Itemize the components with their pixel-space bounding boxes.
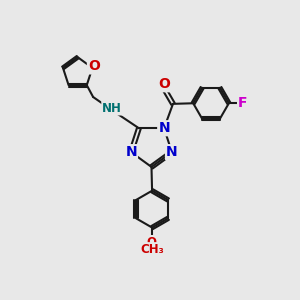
- Text: O: O: [88, 59, 100, 74]
- Text: O: O: [146, 236, 157, 249]
- Text: NH: NH: [102, 101, 122, 115]
- Text: N: N: [166, 145, 178, 159]
- Text: N: N: [125, 145, 137, 159]
- Text: F: F: [238, 96, 248, 110]
- Text: CH₃: CH₃: [140, 243, 164, 256]
- Text: O: O: [159, 77, 171, 91]
- Text: N: N: [158, 121, 170, 135]
